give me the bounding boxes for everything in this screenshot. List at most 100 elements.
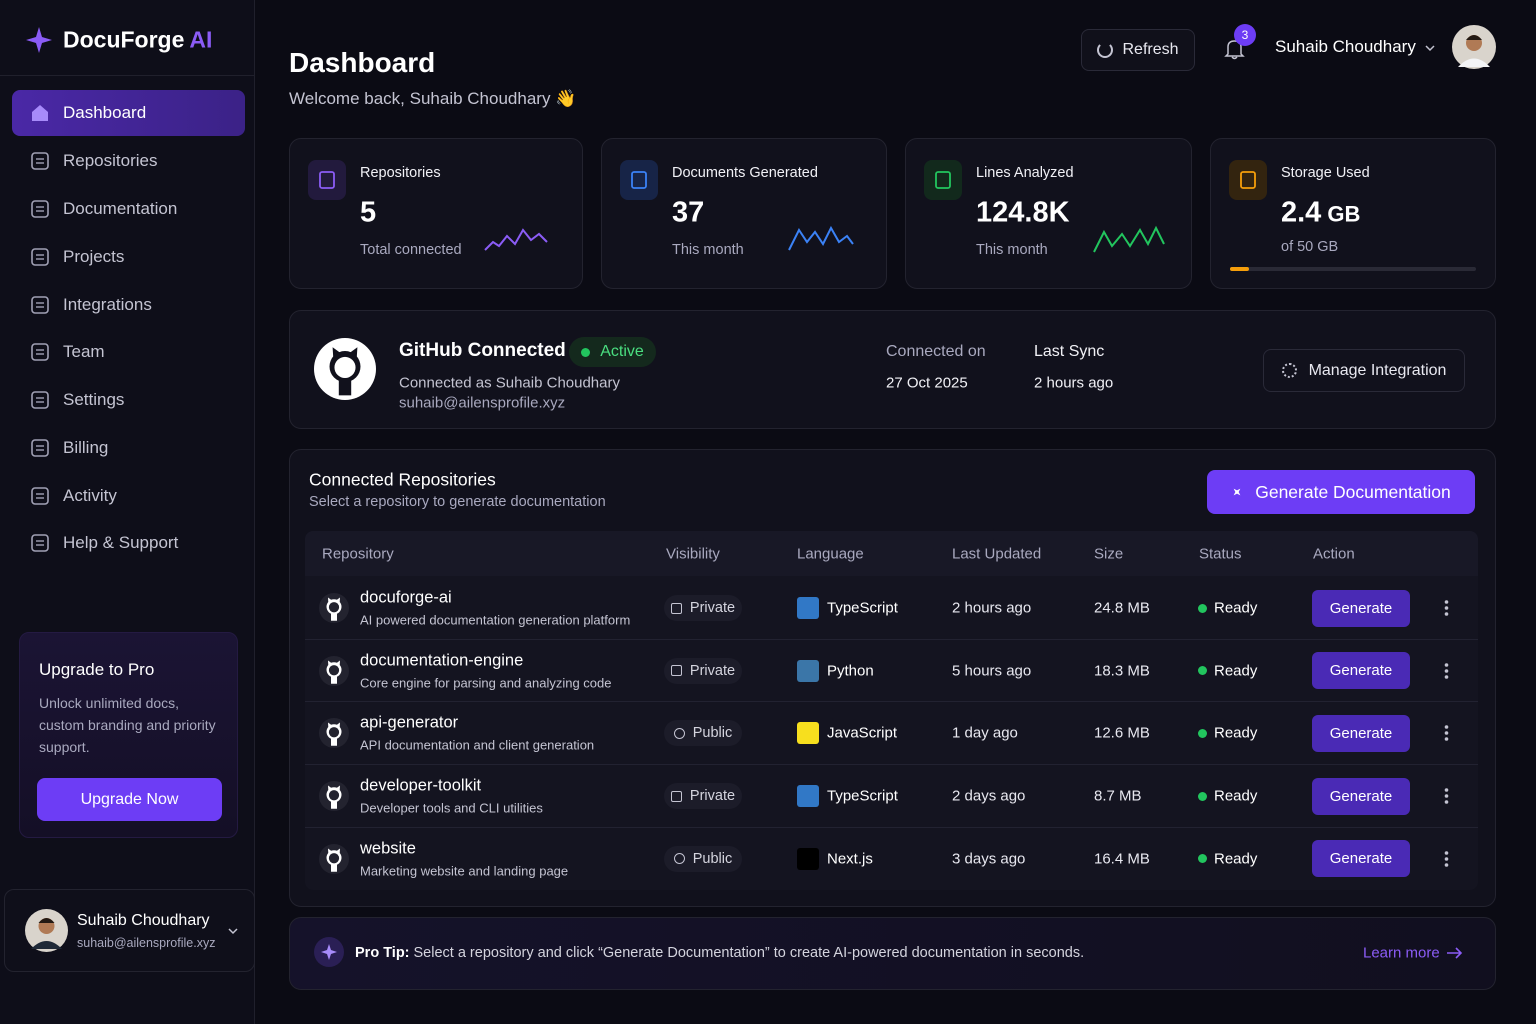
repo-name[interactable]: api-generator	[360, 713, 459, 732]
more-menu	[1444, 850, 1449, 867]
nav-item[interactable]: Billing	[63, 438, 109, 457]
sparkline	[788, 225, 854, 251]
github-email: suhaib@ailensprofile.xyz	[399, 394, 566, 412]
sparkline	[1093, 225, 1165, 253]
stat-label: Repositories	[360, 165, 441, 181]
gear-icon	[1281, 363, 1297, 378]
size: 24.8 MB	[1094, 599, 1150, 617]
github-logo	[319, 843, 349, 874]
nav-icon	[31, 487, 49, 505]
upgrade-title: Upgrade to Pro	[39, 660, 155, 679]
github-logo	[314, 338, 376, 400]
stat-sub: This month	[672, 242, 744, 258]
repo-name[interactable]: docuforge-ai	[360, 588, 452, 607]
generate-button[interactable]: Generate	[1312, 840, 1410, 878]
status: Ready	[1214, 787, 1258, 805]
upgrade-text: Unlock unlimited docs, custom branding a…	[39, 695, 216, 755]
progress-track	[1230, 267, 1476, 271]
tip-body: Select a repository and click “Generate …	[413, 945, 1085, 961]
nav-item[interactable]: Projects	[63, 247, 125, 266]
generate-button[interactable]: Generate	[1312, 652, 1410, 690]
visibility-badge: Private	[664, 657, 742, 684]
row-divider	[305, 701, 1478, 703]
language: TypeScript	[827, 599, 898, 617]
visibility-badge: Private	[664, 595, 742, 621]
stat-label: Documents Generated	[672, 165, 818, 181]
refresh-button[interactable]: Refresh	[1081, 29, 1195, 71]
visibility-icon	[673, 853, 685, 865]
size: 18.3 MB	[1094, 662, 1150, 680]
status-pill: Active	[569, 337, 656, 367]
repo-description: Core engine for parsing and analyzing co…	[360, 675, 612, 691]
repo-name[interactable]: developer-toolkit	[360, 776, 482, 795]
welcome-text: Welcome back, Suhaib Choudhary 👋	[289, 89, 577, 108]
nav-item[interactable]: Repositories	[63, 151, 158, 170]
stat-label: Lines Analyzed	[976, 165, 1074, 181]
github-logo	[319, 655, 349, 686]
language: JavaScript	[827, 724, 898, 742]
github-title: GitHub Connected	[399, 340, 566, 361]
chevron-icon	[1425, 45, 1435, 52]
visibility-badge: Public	[664, 720, 742, 747]
more-menu	[1444, 788, 1449, 804]
stat-label: Storage Used	[1281, 165, 1370, 181]
brand-logo	[26, 27, 52, 53]
status: Ready	[1214, 850, 1258, 868]
visibility-icon	[670, 665, 682, 677]
user-email: suhaib@ailensprofile.xyz	[77, 936, 216, 950]
github-logo	[319, 593, 349, 623]
repo-name[interactable]: website	[360, 839, 416, 858]
nav-active-bg	[12, 90, 245, 136]
column-header: Visibility	[666, 545, 720, 563]
generate-button[interactable]: Generate	[1312, 589, 1410, 627]
language-icon	[797, 722, 819, 745]
generate-button[interactable]: Generate	[1312, 777, 1410, 815]
generate-documentation-button[interactable]: Generate Documentation	[1207, 470, 1475, 514]
nav-item[interactable]: Activity	[63, 486, 117, 505]
stat-value: 2.4 GB	[1281, 196, 1361, 229]
last-updated: 3 days ago	[952, 850, 1026, 868]
nav-icon	[31, 296, 49, 314]
visibility-text: Public	[692, 850, 733, 867]
learn-more-link[interactable]: Learn more	[1363, 944, 1440, 962]
nav-item[interactable]: Help & Support	[63, 533, 179, 552]
row-divider	[305, 764, 1478, 766]
stat-value: 37	[672, 196, 705, 229]
status: Ready	[1214, 599, 1258, 617]
status-dot	[581, 347, 591, 357]
nav-icon	[31, 439, 49, 457]
stat-sub: This month	[976, 242, 1048, 258]
page-title: Dashboard	[289, 47, 436, 78]
nav-item[interactable]: Integrations	[63, 295, 152, 314]
stat-value: 5	[360, 196, 377, 229]
column-header: Status	[1199, 545, 1242, 563]
nav-item[interactable]: Settings	[63, 390, 125, 409]
manage-integration-button[interactable]: Manage Integration	[1263, 349, 1465, 392]
header-user-name[interactable]: Suhaib Choudhary	[1275, 37, 1416, 56]
connected-as: Connected as Suhaib Choudhary	[399, 374, 620, 392]
tip-label: Pro Tip:	[355, 945, 410, 961]
status-dot	[1198, 791, 1207, 801]
nav-item[interactable]: Dashboard	[63, 103, 147, 122]
last-updated: 2 days ago	[952, 787, 1026, 805]
notification-badge[interactable]: 3	[1234, 24, 1256, 46]
repo-name[interactable]: documentation-engine	[360, 651, 524, 670]
user-avatar	[25, 909, 68, 952]
language-icon	[797, 847, 819, 870]
nav-item[interactable]: Documentation	[63, 199, 178, 218]
generate-button[interactable]: Generate	[1312, 714, 1410, 752]
sidebar-divider	[0, 75, 255, 76]
upgrade-button[interactable]: Upgrade Now	[37, 778, 222, 821]
more-menu	[1444, 725, 1449, 742]
status-dot	[1198, 603, 1207, 613]
repo-description: API documentation and client generation	[360, 737, 595, 753]
language: Python	[827, 662, 874, 680]
chevron-icon	[228, 928, 238, 935]
last-updated: 5 hours ago	[952, 662, 1032, 680]
nav-item[interactable]: Team	[63, 342, 105, 361]
status-dot	[1198, 854, 1207, 864]
visibility-text: Private	[689, 600, 736, 616]
sidebar	[0, 0, 255, 1024]
repo-description: AI powered documentation generation plat…	[360, 612, 631, 628]
